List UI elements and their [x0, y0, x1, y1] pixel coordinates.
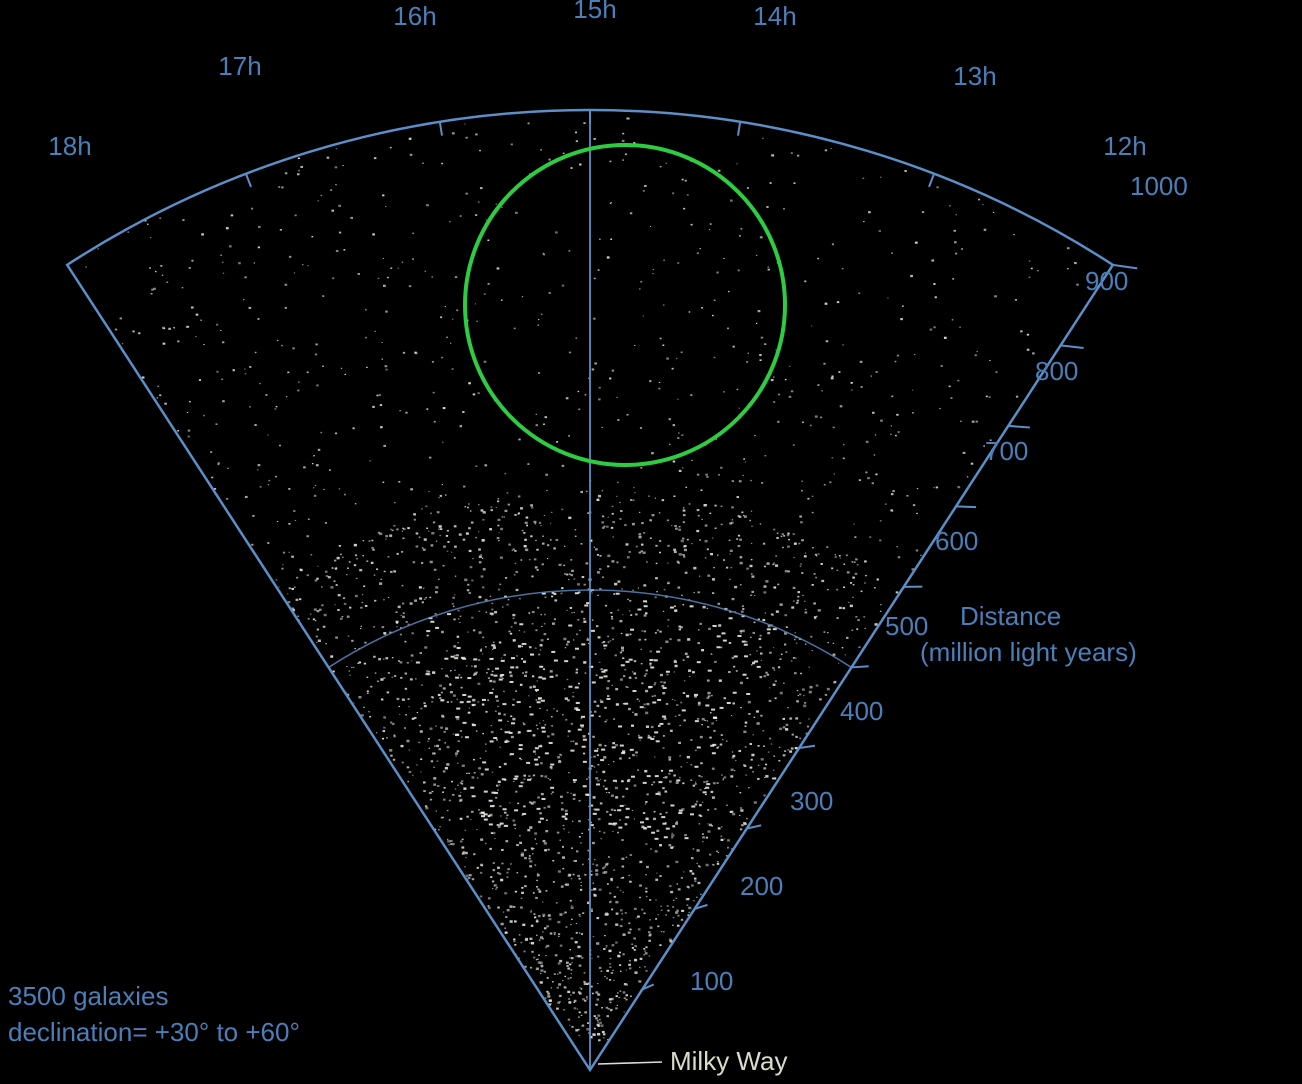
axis-label-units: (million light years) — [920, 637, 1137, 667]
hour-label: 14h — [753, 1, 796, 31]
galaxy-wedge-chart: 18h17h16h15h14h13h12h1000900800700600500… — [0, 0, 1302, 1084]
hour-label: 15h — [573, 0, 616, 24]
axis-label-distance: Distance — [960, 601, 1061, 631]
distance-tick-label: 900 — [1085, 266, 1128, 296]
hour-label: 13h — [953, 61, 996, 91]
distance-tick-label: 700 — [985, 436, 1028, 466]
distance-tick-label: 200 — [740, 871, 783, 901]
milky-way-label: Milky Way — [670, 1046, 787, 1076]
distance-tick-label: 400 — [840, 696, 883, 726]
footer-galaxy-count: 3500 galaxies — [8, 981, 168, 1011]
distance-tick-label: 1000 — [1130, 171, 1188, 201]
distance-tick-label: 600 — [935, 526, 978, 556]
footer-declination: declination= +30° to +60° — [8, 1017, 300, 1047]
hour-label: 12h — [1103, 131, 1146, 161]
distance-tick-label: 100 — [690, 966, 733, 996]
distance-tick-label: 300 — [790, 786, 833, 816]
hour-label: 16h — [393, 1, 436, 31]
hour-label: 18h — [48, 131, 91, 161]
distance-tick-label: 800 — [1035, 356, 1078, 386]
hour-label: 17h — [218, 51, 261, 81]
